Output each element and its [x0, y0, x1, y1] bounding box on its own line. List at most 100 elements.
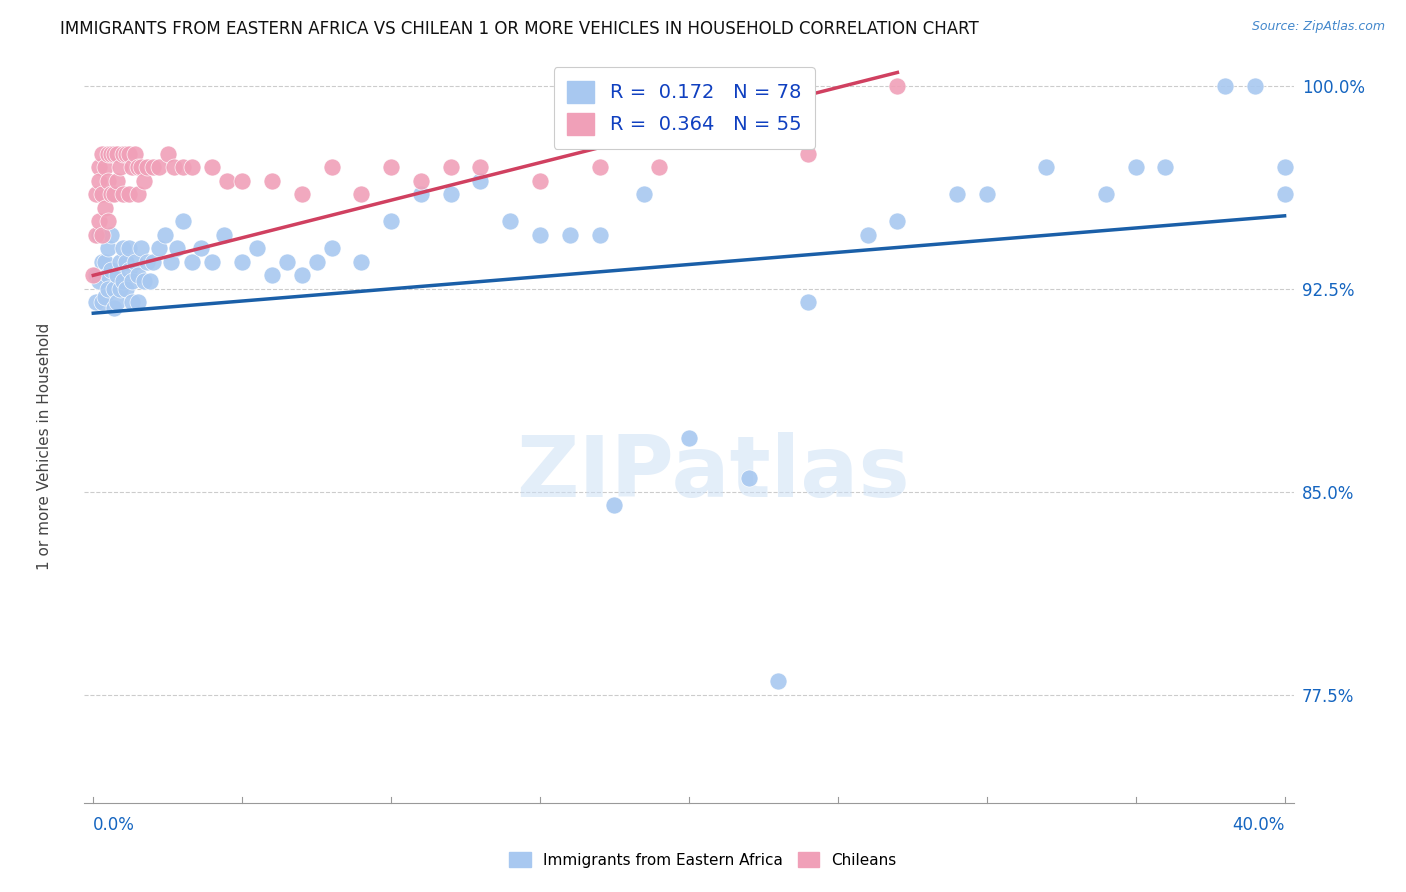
Point [132, 274, 155, 288]
Point [91, 187, 114, 202]
Point [135, 255, 157, 269]
Legend: R =  0.172   N = 78, R =  0.364   N = 55: R = 0.172 N = 78, R = 0.364 N = 55 [554, 67, 815, 149]
Point [1274, 160, 1296, 174]
Point [115, 282, 138, 296]
Point [470, 160, 492, 174]
Point [127, 268, 149, 283]
Point [94, 255, 117, 269]
Point [1274, 187, 1296, 202]
Point [217, 174, 239, 188]
Point [1213, 78, 1236, 93]
Point [115, 255, 138, 269]
Point [529, 227, 551, 242]
Point [105, 295, 128, 310]
Point [529, 174, 551, 188]
Point [132, 174, 155, 188]
Point [172, 214, 194, 228]
Point [94, 160, 117, 174]
Point [97, 241, 120, 255]
Point [108, 160, 131, 174]
Point [142, 160, 165, 174]
Point [91, 146, 114, 161]
Point [142, 255, 165, 269]
Point [118, 146, 141, 161]
Point [105, 268, 128, 283]
Point [946, 187, 969, 202]
Point [231, 174, 253, 188]
Point [127, 187, 149, 202]
Point [797, 295, 820, 310]
Point [588, 160, 610, 174]
Point [108, 282, 131, 296]
Point [588, 227, 610, 242]
Point [260, 174, 283, 188]
Point [678, 431, 700, 445]
Point [112, 274, 135, 288]
Point [291, 187, 314, 202]
Point [159, 255, 181, 269]
Point [1154, 160, 1177, 174]
Point [380, 160, 402, 174]
Point [856, 227, 879, 242]
Point [260, 268, 283, 283]
Legend: Immigrants from Eastern Africa, Chileans: Immigrants from Eastern Africa, Chileans [502, 844, 904, 875]
Point [1243, 78, 1265, 93]
Point [305, 255, 328, 269]
Point [321, 160, 343, 174]
Point [97, 282, 120, 296]
Point [89, 274, 111, 288]
Point [172, 160, 194, 174]
Point [409, 187, 432, 202]
Text: 40.0%: 40.0% [1232, 816, 1285, 834]
Point [97, 174, 120, 188]
Point [201, 255, 224, 269]
Point [129, 160, 152, 174]
Point [135, 160, 157, 174]
Point [115, 146, 138, 161]
Point [127, 295, 149, 310]
Point [100, 263, 122, 277]
Point [103, 282, 125, 296]
Point [603, 498, 626, 512]
Point [180, 160, 202, 174]
Point [797, 146, 820, 161]
Point [648, 160, 671, 174]
Point [84, 295, 107, 310]
Point [470, 174, 492, 188]
Point [97, 214, 120, 228]
Point [558, 227, 581, 242]
Point [100, 146, 122, 161]
Point [321, 241, 343, 255]
Text: 1 or more Vehicles in Household: 1 or more Vehicles in Household [38, 322, 52, 570]
Point [89, 174, 111, 188]
Point [84, 187, 107, 202]
Point [499, 214, 522, 228]
Point [124, 255, 146, 269]
Point [201, 160, 224, 174]
Point [214, 227, 236, 242]
Point [112, 241, 135, 255]
Text: 0.0%: 0.0% [93, 816, 135, 834]
Point [118, 241, 141, 255]
Point [103, 301, 125, 315]
Point [89, 214, 111, 228]
Point [97, 146, 120, 161]
Point [112, 146, 135, 161]
Point [440, 160, 463, 174]
Point [112, 187, 135, 202]
Point [84, 268, 107, 283]
Text: ZIPatlas: ZIPatlas [516, 432, 910, 515]
Point [121, 160, 143, 174]
Point [89, 227, 111, 242]
Point [124, 146, 146, 161]
Point [380, 214, 402, 228]
Point [84, 227, 107, 242]
Text: IMMIGRANTS FROM EASTERN AFRICA VS CHILEAN 1 OR MORE VEHICLES IN HOUSEHOLD CORREL: IMMIGRANTS FROM EASTERN AFRICA VS CHILEA… [60, 21, 979, 38]
Point [118, 187, 141, 202]
Point [180, 255, 202, 269]
Point [153, 227, 176, 242]
Point [350, 255, 373, 269]
Point [105, 174, 128, 188]
Point [886, 78, 908, 93]
Point [166, 241, 188, 255]
